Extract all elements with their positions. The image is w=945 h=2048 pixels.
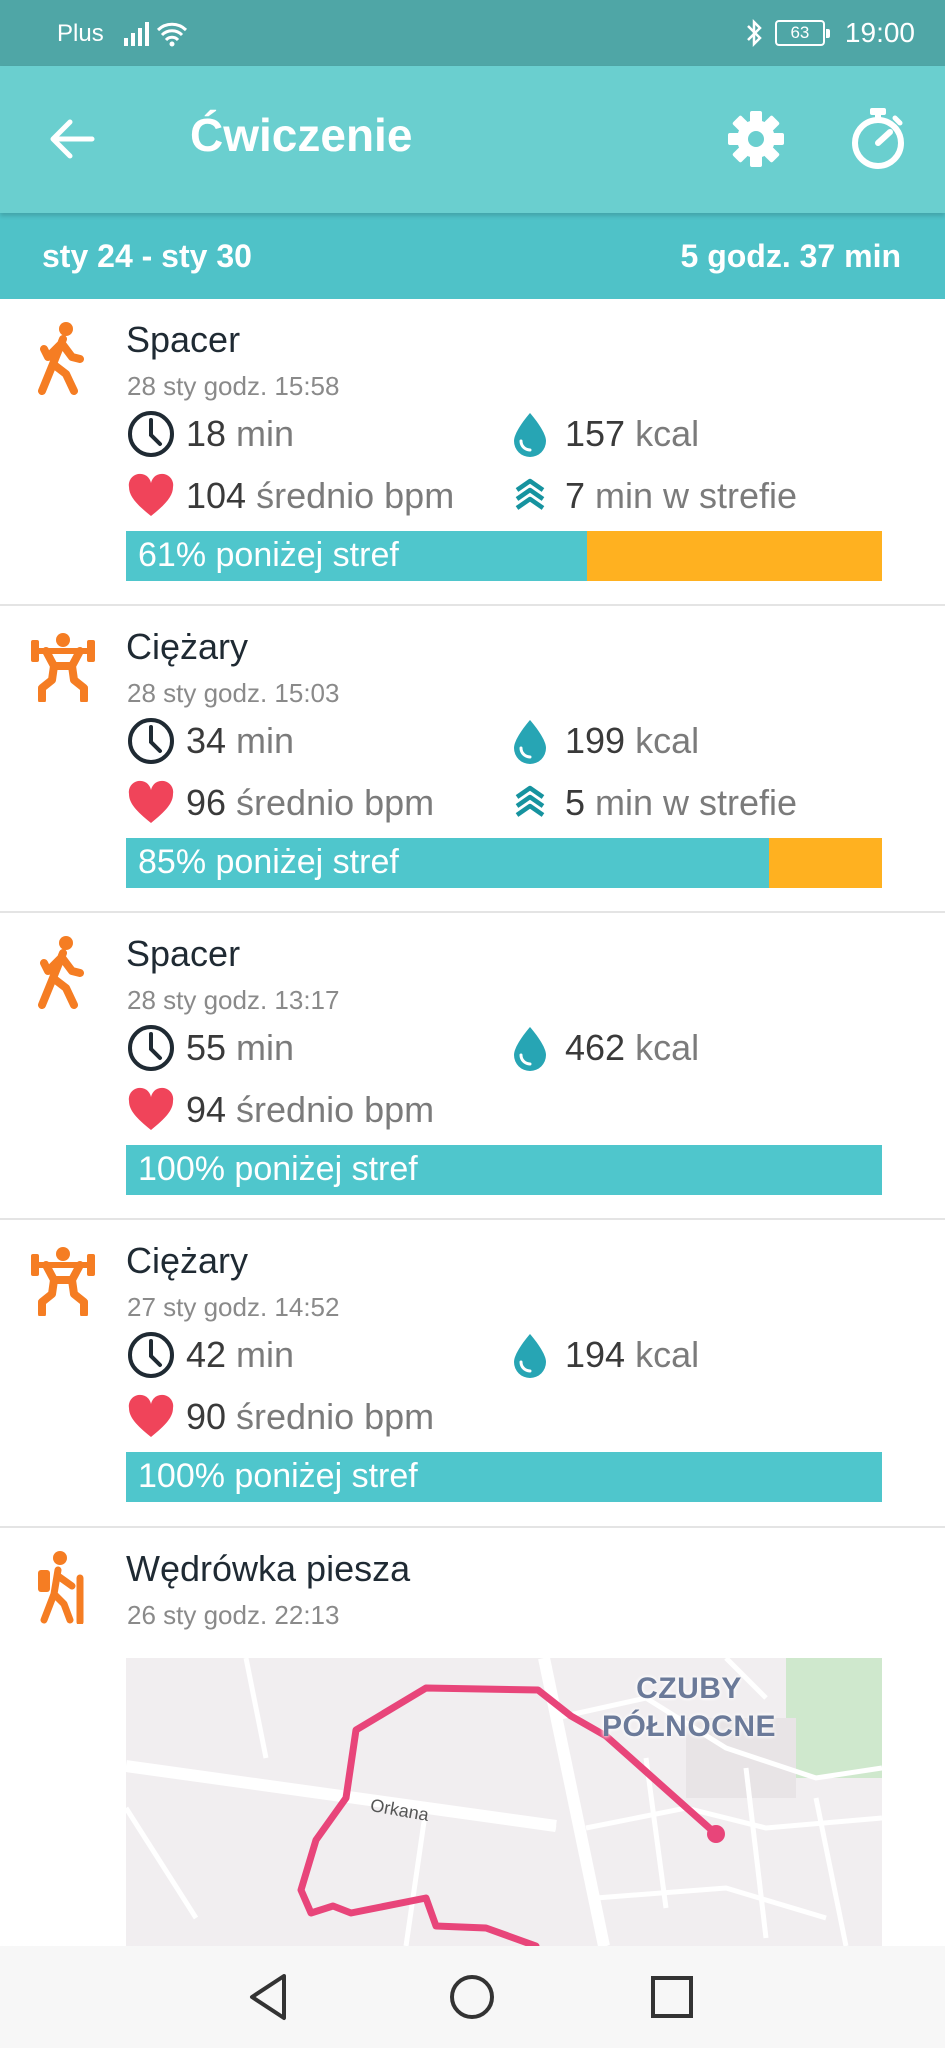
below-zone-label: 85% poniżej stref [138,843,399,881]
status-bar: Plus 63 19:00 [0,0,945,66]
carrier-label: Plus [57,20,104,47]
week-summary-bar: sty 24 - sty 30 5 godz. 37 min [0,213,945,299]
clock-icon [128,1025,174,1071]
exercise-date: 28 sty godz. 15:03 [127,678,340,708]
exercise-date: 28 sty godz. 15:58 [127,371,340,401]
zone-minutes-stat: 5 min w strefie [505,778,797,828]
nav-recents-icon[interactable] [643,1968,701,2026]
system-nav-bar [0,1946,945,2048]
below-zone-fill [126,838,769,888]
zone-chevrons-icon [505,778,555,828]
back-arrow-icon[interactable] [46,112,100,166]
exercise-entry[interactable]: Ciężary 28 sty godz. 15:03 34 min 199 kc… [0,606,945,913]
calories-stat: 194 kcal [505,1330,699,1380]
nav-home-icon[interactable] [443,1968,501,2026]
clock-icon [128,1332,174,1378]
heart-rate-stat: 94 średnio bpm [126,1085,434,1135]
heart-zone-bar: 61% poniżej stref [126,531,882,581]
heart-rate-stat: 104 średnio bpm [126,471,454,521]
exercise-name: Spacer [126,933,241,974]
duration-stat: 34 min [126,716,294,766]
clock-icon [128,411,174,457]
calories-stat: 157 kcal [505,409,699,459]
exercise-date: 27 sty godz. 14:52 [127,1292,340,1322]
calories-stat: 462 kcal [505,1023,699,1073]
below-zone-label: 100% poniżej stref [138,1150,418,1188]
exercise-name: Ciężary [126,626,249,667]
route-map[interactable]: CZUBY PÓŁNOCNE Orkana [126,1658,882,1946]
clock-icon [128,718,174,764]
bluetooth-icon [747,18,762,48]
status-right: 63 19:00 [745,14,915,52]
exercise-entry[interactable]: Spacer 28 sty godz. 15:58 18 min 157 kca… [0,299,945,606]
duration-stat: 42 min [126,1330,294,1380]
battery-icon: 63 [774,20,830,46]
exercise-name: Wędrówka piesza [126,1548,411,1589]
weights-icon [28,1240,98,1316]
clock-time: 19:00 [844,17,915,48]
map-district-label: CZUBY PÓŁNOCNE [602,1672,777,1743]
page-title: Ćwiczenie [190,109,413,161]
calorie-drop-icon [512,1025,548,1073]
weights-icon [28,626,98,702]
heart-zone-bar: 100% poniżej stref [126,1145,882,1195]
exercise-name: Spacer [126,319,241,360]
heart-icon [128,780,174,823]
below-zone-label: 100% poniżej stref [138,1457,418,1495]
map-streets [126,1658,882,1946]
week-total-duration: 5 godz. 37 min [680,238,901,274]
zone-minutes-stat: 7 min w strefie [505,471,797,521]
stopwatch-icon[interactable] [848,106,908,170]
exercise-name: Ciężary [126,1240,249,1281]
duration-stat: 18 min [126,409,294,459]
heart-icon [128,473,174,516]
below-zone-fill [126,1145,882,1195]
exercise-entry[interactable]: Ciężary 27 sty godz. 14:52 42 min 194 kc… [0,1220,945,1528]
below-zone-fill [126,1452,882,1502]
calorie-drop-icon [512,1332,548,1380]
exercise-date: 26 sty godz. 22:13 [127,1600,340,1630]
nav-back-icon[interactable] [240,1968,298,2026]
zone-chevrons-icon [505,471,555,521]
exercise-entry[interactable]: Wędrówka piesza 26 sty godz. 22:13 [0,1528,945,1946]
heart-icon [128,1394,174,1437]
signal-wifi-icon [124,22,188,47]
duration-stat: 55 min [126,1023,294,1073]
exercise-entry[interactable]: Spacer 28 sty godz. 13:17 55 min 462 kca… [0,913,945,1220]
walk-icon [28,319,98,395]
app-bar: Ćwiczenie [0,66,945,213]
gear-icon[interactable] [726,109,786,169]
below-zone-label: 61% poniżej stref [138,536,399,574]
walk-icon [28,933,98,1009]
heart-rate-stat: 96 średnio bpm [126,778,434,828]
calorie-drop-icon [512,718,548,766]
heart-zone-bar: 100% poniżej stref [126,1452,882,1502]
hike-icon [28,1548,98,1624]
heart-icon [128,1087,174,1130]
calories-stat: 199 kcal [505,716,699,766]
week-range: sty 24 - sty 30 [42,238,252,274]
heart-rate-stat: 90 średnio bpm [126,1392,434,1442]
calorie-drop-icon [512,411,548,459]
exercise-date: 28 sty godz. 13:17 [127,985,340,1015]
heart-zone-bar: 85% poniżej stref [126,838,882,888]
below-zone-fill [126,531,588,581]
